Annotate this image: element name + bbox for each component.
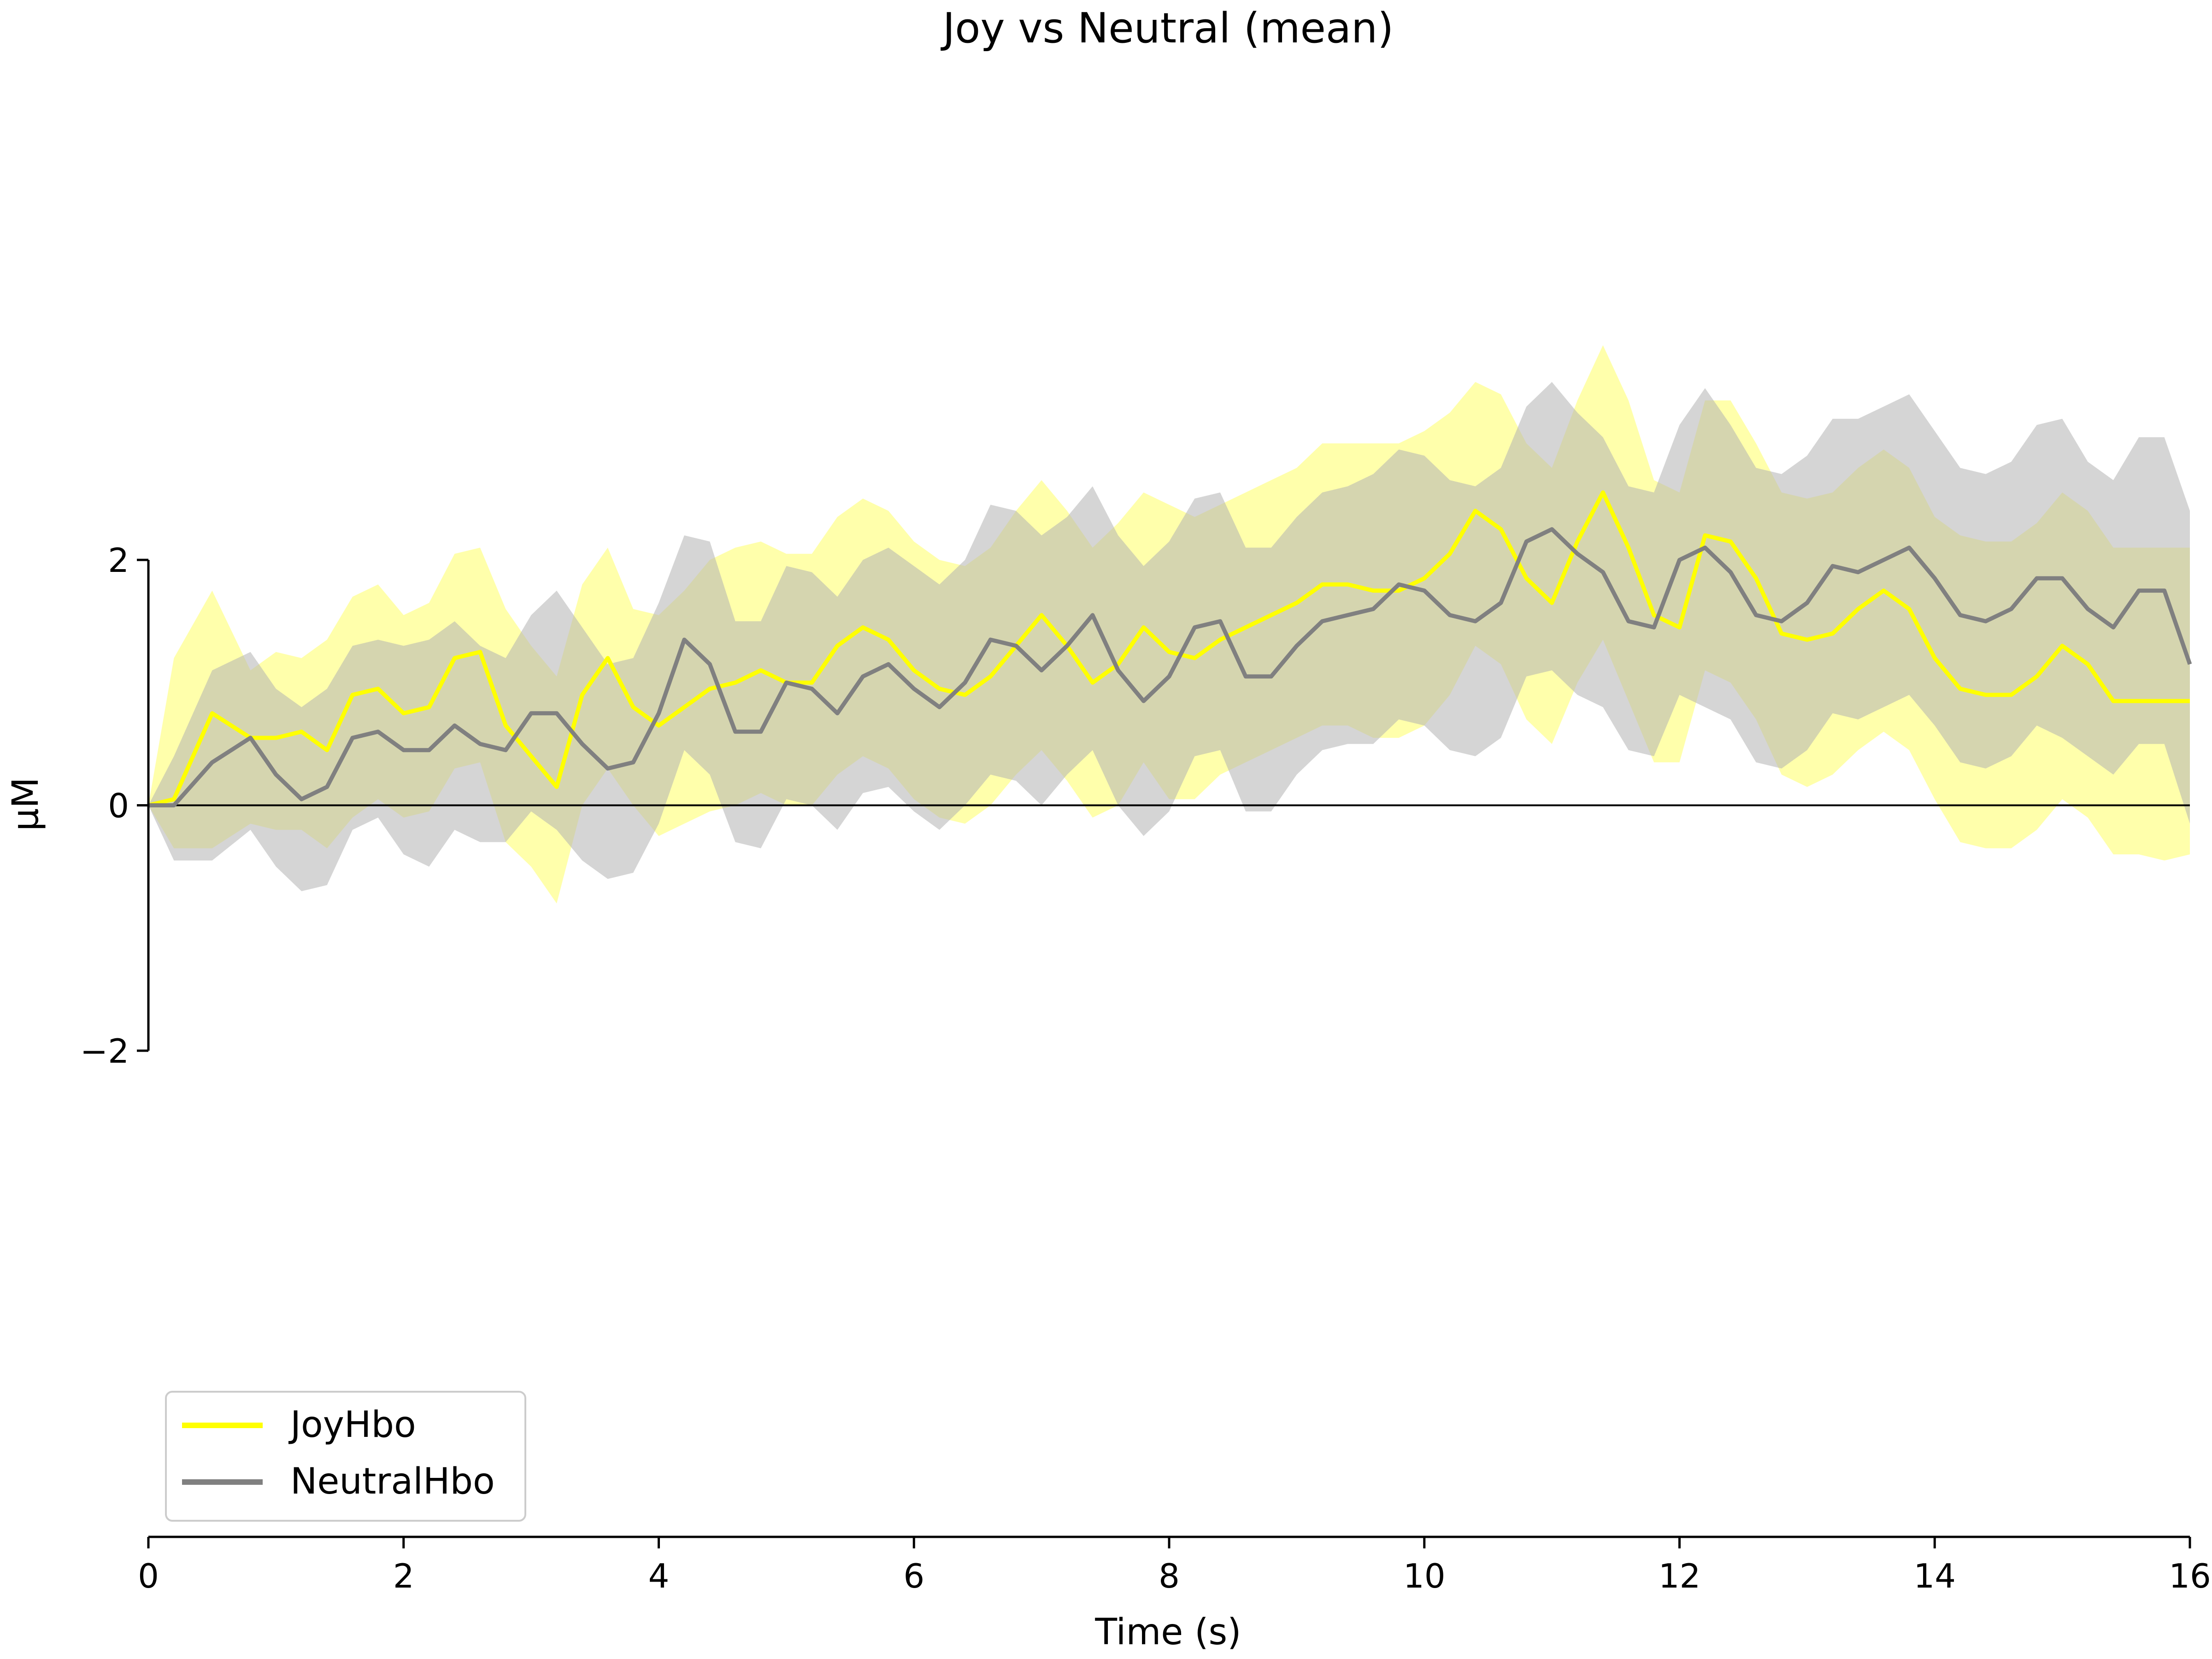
x-tick-label: 12 bbox=[1659, 1557, 1701, 1595]
x-axis-label: Time (s) bbox=[1094, 1612, 1241, 1653]
confidence-bands bbox=[148, 345, 2190, 904]
y-tick-label: −2 bbox=[80, 1032, 129, 1071]
x-tick-label: 6 bbox=[903, 1557, 924, 1595]
legend-label-joyhbo: JoyHbo bbox=[288, 1404, 416, 1446]
x-axis: 0 2 4 6 8 10 12 14 16 bbox=[138, 1535, 2211, 1595]
x-tick-label: 0 bbox=[138, 1557, 159, 1595]
x-tick-label: 4 bbox=[648, 1557, 670, 1595]
x-tick-label: 8 bbox=[1159, 1557, 1180, 1595]
y-axis-label: µM bbox=[5, 777, 47, 831]
legend-label-neutralhbo: NeutralHbo bbox=[290, 1461, 495, 1502]
x-tick-label: 16 bbox=[2169, 1557, 2211, 1595]
x-tick-label: 10 bbox=[1403, 1557, 1446, 1595]
y-tick-label: 2 bbox=[108, 541, 129, 580]
band-neutralhbo bbox=[148, 382, 2190, 891]
line-neutralhbo bbox=[148, 527, 2192, 807]
y-axis: −2 0 2 bbox=[80, 541, 150, 1071]
chart-title: Joy vs Neutral (mean) bbox=[941, 4, 1394, 53]
x-tick-label: 14 bbox=[1913, 1557, 1956, 1595]
series-lines bbox=[147, 490, 2192, 807]
legend: JoyHbo NeutralHbo bbox=[165, 1391, 526, 1522]
y-tick-label: 0 bbox=[108, 787, 129, 825]
x-tick-label: 2 bbox=[393, 1557, 414, 1595]
